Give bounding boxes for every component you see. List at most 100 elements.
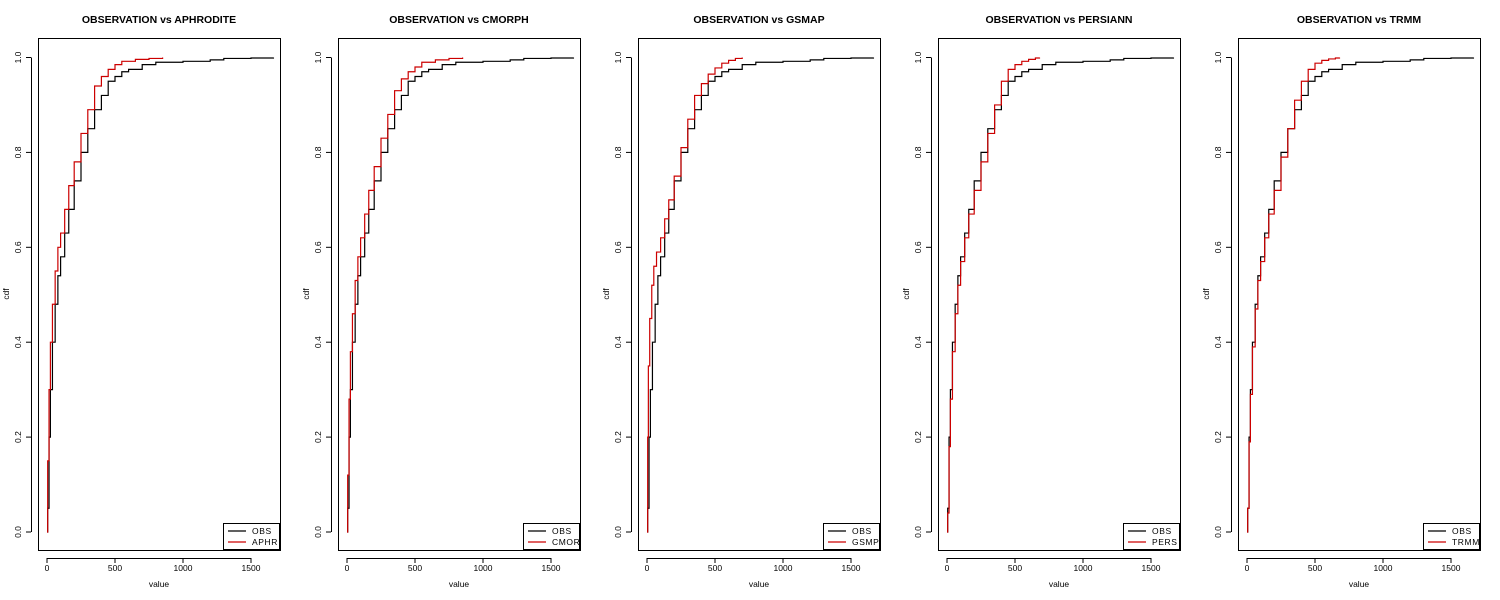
series-line-obs: [47, 57, 275, 533]
x-tick-label: 500: [1308, 563, 1322, 573]
y-tick-label: 0.4: [1213, 336, 1223, 348]
x-tick-label: 1000: [1374, 563, 1393, 573]
y-tick-label: 0.6: [913, 241, 923, 253]
y-tick-label: 0.0: [13, 526, 23, 538]
x-tick-label: 1500: [542, 563, 561, 573]
series-line-obs: [347, 57, 575, 533]
legend-label: OBS: [1452, 526, 1472, 536]
x-tick-label: 500: [708, 563, 722, 573]
plot-frame: [338, 38, 581, 551]
series-line-obs: [1247, 57, 1475, 533]
x-tick-label: 1500: [1442, 563, 1461, 573]
legend-label: GSMP: [852, 537, 879, 547]
y-tick-label: 0.8: [913, 146, 923, 158]
plot-frame: [938, 38, 1181, 551]
y-tick-label: 0.2: [913, 431, 923, 443]
x-tick-label: 1500: [842, 563, 861, 573]
y-tick-label: 0.8: [13, 146, 23, 158]
y-tick-label: 0.0: [313, 526, 323, 538]
x-axis-label: value: [1349, 579, 1370, 589]
y-tick-label: 1.0: [913, 51, 923, 63]
x-axis-label: value: [449, 579, 470, 589]
legend-box: [1123, 523, 1180, 550]
legend-label: PERS: [1152, 537, 1178, 547]
x-tick-label: 0: [645, 563, 650, 573]
chart-title: OBSERVATION vs GSMAP: [693, 14, 824, 26]
chart-title: OBSERVATION vs TRMM: [1297, 14, 1422, 26]
y-tick-label: 0.4: [913, 336, 923, 348]
y-tick-label: 0.0: [1213, 526, 1223, 538]
y-axis-label: cdf: [901, 288, 911, 300]
y-tick-label: 0.6: [1213, 241, 1223, 253]
x-tick-label: 500: [1008, 563, 1022, 573]
chart-panel-1: OBSERVATION vs APHRODITE 0 500 1000 1500 0.0 0…: [1, 14, 281, 589]
x-axis-label: value: [149, 579, 170, 589]
series-line-trmm: [1247, 57, 1341, 533]
series-line-aphr: [47, 57, 164, 533]
legend-label: CMOR: [552, 537, 580, 547]
legend-box: [823, 523, 880, 550]
chart-panel-4: OBSERVATION vs PERSIANN 0 500 1000 1500 0.0 0.…: [901, 14, 1181, 589]
y-axis-label: cdf: [1201, 288, 1211, 300]
chart-title: OBSERVATION vs APHRODITE: [82, 14, 236, 26]
legend-label: OBS: [252, 526, 272, 536]
y-tick-label: 0.6: [613, 241, 623, 253]
y-tick-label: 0.2: [313, 431, 323, 443]
series-line-gsmp: [647, 57, 743, 533]
legend-label: OBS: [852, 526, 872, 536]
y-axis-label: cdf: [1, 288, 11, 300]
y-tick-label: 1.0: [313, 51, 323, 63]
plot-frame: [38, 38, 281, 551]
series-line-pers: [947, 57, 1041, 533]
x-tick-label: 1000: [474, 563, 493, 573]
legend-label: OBS: [552, 526, 572, 536]
series-line-obs: [947, 57, 1175, 533]
x-tick-label: 1000: [774, 563, 793, 573]
y-tick-label: 0.2: [13, 431, 23, 443]
y-tick-label: 0.6: [13, 241, 23, 253]
y-axis-label: cdf: [601, 288, 611, 300]
y-axis-label: cdf: [301, 288, 311, 300]
legend-label: TRMM: [1452, 537, 1480, 547]
chart-panel-5: OBSERVATION vs TRMM 0 500 1000 1500 0.0 0.2 0.4…: [1201, 14, 1481, 589]
x-tick-label: 500: [108, 563, 122, 573]
legend-label: APHR: [252, 537, 278, 547]
chart-panel-2: OBSERVATION vs CMORPH 0 500 1000 1500 0.0 0.2 0…: [301, 14, 581, 589]
legend-label: OBS: [1152, 526, 1172, 536]
y-tick-label: 0.2: [613, 431, 623, 443]
x-tick-label: 1000: [174, 563, 193, 573]
x-tick-label: 0: [345, 563, 350, 573]
plot-frame: [1238, 38, 1481, 551]
y-tick-label: 0.8: [613, 146, 623, 158]
y-tick-label: 0.4: [613, 336, 623, 348]
x-tick-label: 1000: [1074, 563, 1093, 573]
x-tick-label: 0: [1245, 563, 1250, 573]
legend-box: [1423, 523, 1480, 550]
series-line-obs: [647, 57, 875, 533]
series-line-cmor: [347, 57, 464, 533]
y-tick-label: 0.2: [1213, 431, 1223, 443]
y-tick-label: 0.8: [1213, 146, 1223, 158]
plot-frame: [638, 38, 881, 551]
y-tick-label: 0.6: [313, 241, 323, 253]
x-tick-label: 1500: [1142, 563, 1161, 573]
y-tick-label: 1.0: [613, 51, 623, 63]
y-tick-label: 1.0: [1213, 51, 1223, 63]
legend-box: [523, 523, 580, 550]
chart-panel-3: OBSERVATION vs GSMAP 0 500 1000 1500 0.0 0.2 0.…: [601, 14, 881, 589]
y-tick-label: 0.8: [313, 146, 323, 158]
x-tick-label: 1500: [242, 563, 261, 573]
chart-title: OBSERVATION vs CMORPH: [389, 14, 528, 26]
chart-title: OBSERVATION vs PERSIANN: [985, 14, 1132, 26]
y-tick-label: 0.4: [313, 336, 323, 348]
x-axis-label: value: [749, 579, 770, 589]
y-tick-label: 0.0: [613, 526, 623, 538]
y-tick-label: 0.0: [913, 526, 923, 538]
x-axis-label: value: [1049, 579, 1070, 589]
x-tick-label: 500: [408, 563, 422, 573]
x-tick-label: 0: [45, 563, 50, 573]
